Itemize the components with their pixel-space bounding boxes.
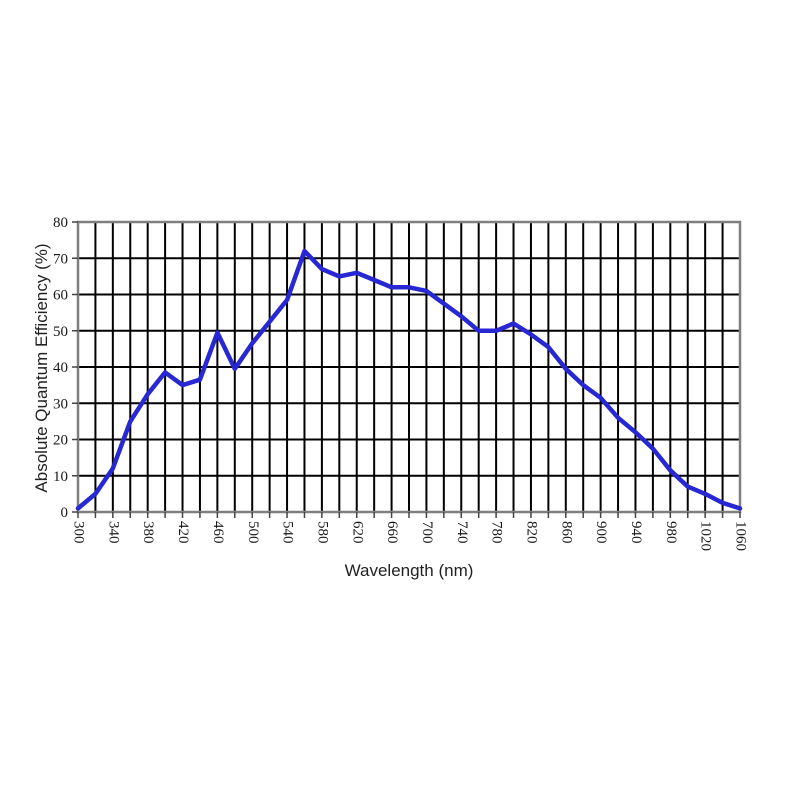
x-tick-label: 380 xyxy=(140,521,156,544)
x-tick-label: 780 xyxy=(489,521,505,544)
y-tick-label: 10 xyxy=(53,469,68,485)
y-tick-label: 30 xyxy=(53,396,68,412)
x-tick-label: 740 xyxy=(454,521,470,544)
y-tick-label: 40 xyxy=(53,360,68,376)
x-tick-label: 340 xyxy=(105,521,121,544)
y-tick-label: 80 xyxy=(53,215,68,231)
qe-curve-group xyxy=(75,248,743,511)
x-tick-label: 620 xyxy=(349,521,365,544)
x-tick-label: 940 xyxy=(628,521,644,544)
x-tick-label: 860 xyxy=(558,521,574,544)
qe-curve xyxy=(75,248,743,511)
y-tick-label: 70 xyxy=(53,251,68,267)
x-tick-label: 660 xyxy=(384,521,400,544)
x-tick-label: 820 xyxy=(524,521,540,544)
x-axis-title: Wavelength (nm) xyxy=(344,561,474,580)
y-tick-label: 0 xyxy=(61,505,69,521)
x-tick-label: 420 xyxy=(175,521,191,544)
y-tick-label: 60 xyxy=(53,288,68,304)
x-tick-label: 900 xyxy=(593,521,609,544)
x-tick-label: 700 xyxy=(419,521,435,544)
x-tick-label: 300 xyxy=(71,521,87,544)
y-axis-title: Absolute Quantum Efficiency (%) xyxy=(32,243,51,493)
x-tick-label: 540 xyxy=(280,521,296,544)
tick-labels: 300 340 380 420 460 500 540 580 620 660 700 740 780 8… xyxy=(53,215,749,551)
x-tick-label: 460 xyxy=(210,521,226,544)
x-tick-label: 500 xyxy=(245,521,261,544)
gridlines xyxy=(78,222,740,512)
x-tick-label: 580 xyxy=(314,521,330,544)
x-tick-label: 1020 xyxy=(698,521,714,551)
x-tick-label: 1060 xyxy=(733,521,749,551)
y-tick-label: 20 xyxy=(53,433,68,449)
y-tick-label: 50 xyxy=(53,324,68,340)
x-tick-label: 980 xyxy=(663,521,679,544)
axis-ticks xyxy=(72,221,741,518)
